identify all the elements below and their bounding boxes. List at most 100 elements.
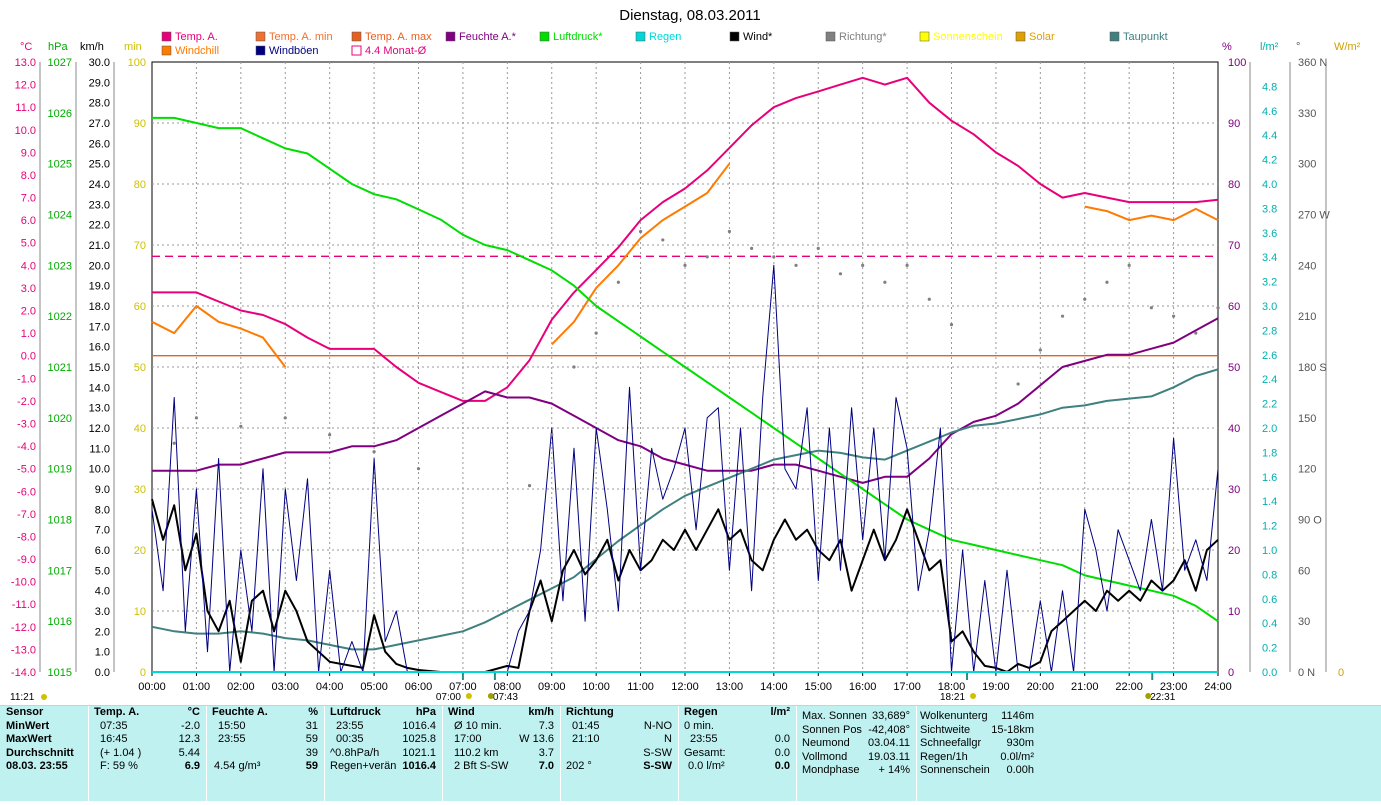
sensor-column: Sensor MinWert MaxWert Durchschnitt 08.0… [6, 706, 86, 801]
direction-point [172, 441, 176, 445]
richtung-value: S-SW [643, 760, 672, 772]
misc-value: 15-18km [991, 723, 1034, 736]
tick-dir: 60 [1298, 565, 1310, 577]
direction-point [416, 467, 421, 471]
misc-label: Regen/1h [920, 750, 968, 763]
tick-wind: 27.0 [89, 118, 110, 130]
regen-unit: l/m² [770, 706, 790, 718]
tick-rain: 3.8 [1262, 203, 1277, 215]
tick-rain: 2.8 [1262, 325, 1277, 337]
direction-point [794, 263, 798, 267]
tick-temp: -6.0 [17, 486, 36, 498]
tick-min: 80 [134, 179, 146, 191]
direction-point [861, 263, 865, 267]
direction-point [661, 238, 665, 242]
wind-unit: km/h [528, 706, 554, 718]
tick-rain: 4.8 [1262, 81, 1277, 93]
tick-rain: 0.6 [1262, 594, 1277, 606]
astro-label: Sonnen Pos [802, 723, 862, 736]
tick-min: 100 [128, 57, 146, 69]
legend-label: Sonnenschein [933, 31, 1003, 43]
sun-mark-label: 07:00 [436, 692, 461, 703]
legend-swatch [635, 31, 646, 42]
tick-rain: 1.8 [1262, 447, 1277, 459]
legend-swatch [161, 31, 172, 42]
sun-icon [1145, 693, 1152, 699]
tick-temp: 1.0 [21, 328, 36, 340]
tick-temp: -11.0 [12, 599, 36, 611]
tick-min: 40 [134, 423, 146, 435]
luftdruck-time: 23:55 [336, 719, 364, 732]
direction-point [1105, 280, 1109, 284]
direction-point [328, 433, 332, 437]
tick-press: 1020 [48, 413, 72, 425]
regen-value: 0.0 [774, 733, 790, 745]
tick-min: 0 [140, 667, 146, 679]
tick-press: 1027 [48, 57, 72, 69]
tick-dir: 30 [1298, 616, 1310, 628]
axis-unit-temp: °C [20, 41, 32, 53]
tick-press: 1019 [48, 464, 72, 476]
misc-value: 0.00h [1006, 764, 1034, 776]
tick-hum: 0 [1228, 667, 1234, 679]
regen-label: 0.0 l/m² [688, 760, 725, 772]
legend-label: Temp. A. max [365, 31, 432, 43]
direction-point [239, 424, 243, 428]
legend-swatch [445, 31, 456, 42]
tick-dir: 300 [1298, 159, 1316, 171]
richtung-value: N-NO [643, 719, 672, 732]
temp-time: (+ 1.04 ) [100, 746, 142, 759]
wind-value: 3.7 [538, 746, 554, 759]
legend-swatch [255, 31, 266, 42]
legend-label: 4.4 Monat-Ø [365, 45, 427, 57]
series-line [151, 368, 1219, 651]
wind-label: 2 Bft S-SW [454, 760, 509, 772]
tick-min: 70 [134, 240, 146, 252]
tick-wind: 12.0 [89, 423, 110, 435]
direction-point [1127, 263, 1131, 267]
feuchte-value: 59 [305, 733, 318, 745]
series-line [151, 163, 1219, 368]
tick-temp: 9.0 [21, 147, 36, 159]
tick-press: 1025 [48, 159, 72, 171]
tick-temp: 8.0 [21, 170, 36, 182]
sun-mark-label: 22:31 [1150, 692, 1175, 703]
sensor-header: Sensor [6, 706, 44, 718]
legend-label: Temp. A. [175, 31, 218, 43]
astro-label: Vollmond [802, 750, 848, 763]
richtung-value: S-SW [643, 746, 672, 759]
tick-min: 30 [134, 484, 146, 496]
sun-mark-label: 18:21 [940, 692, 965, 703]
tick-wind: 26.0 [89, 138, 110, 150]
direction-point [1016, 382, 1020, 386]
tick-dir: 210 [1298, 311, 1316, 323]
direction-point [772, 255, 776, 259]
legend-swatch [1109, 31, 1120, 42]
x-tick-label: 02:00 [227, 681, 255, 693]
tick-hum: 20 [1228, 545, 1240, 557]
wind-value: 7.0 [538, 760, 554, 772]
tick-wind: 29.0 [89, 77, 110, 89]
regen-column: Regen l/m² 0 min. 23:55 0.0 Gesamt: 0.0 0.0… [684, 706, 794, 801]
astro-value: 19.03.11 [867, 750, 910, 763]
legend-swatch [255, 45, 266, 56]
feuchte-header: Feuchte A. [212, 706, 268, 718]
tick-temp: -4.0 [17, 441, 36, 453]
direction-point [1149, 306, 1153, 310]
tick-wind: 23.0 [89, 199, 110, 211]
tick-hum: 40 [1228, 423, 1240, 435]
legend-label: Temp. A. min [269, 31, 333, 43]
astro-value: 33,689° [871, 710, 910, 722]
wind-header: Wind [448, 706, 475, 718]
tick-dir: 330 [1298, 108, 1316, 120]
direction-point [283, 416, 287, 420]
astro-label: Max. Sonnen [802, 710, 867, 722]
tick-wind: 19.0 [89, 281, 110, 293]
legend-swatch [351, 31, 362, 42]
tick-temp: 4.0 [21, 260, 36, 272]
misc-value: 1146m [1001, 710, 1034, 722]
tick-rain: 4.6 [1262, 106, 1277, 118]
regen-value: 0.0 [774, 746, 790, 759]
misc-label: Sichtweite [920, 723, 971, 736]
legend-swatch [351, 45, 362, 56]
